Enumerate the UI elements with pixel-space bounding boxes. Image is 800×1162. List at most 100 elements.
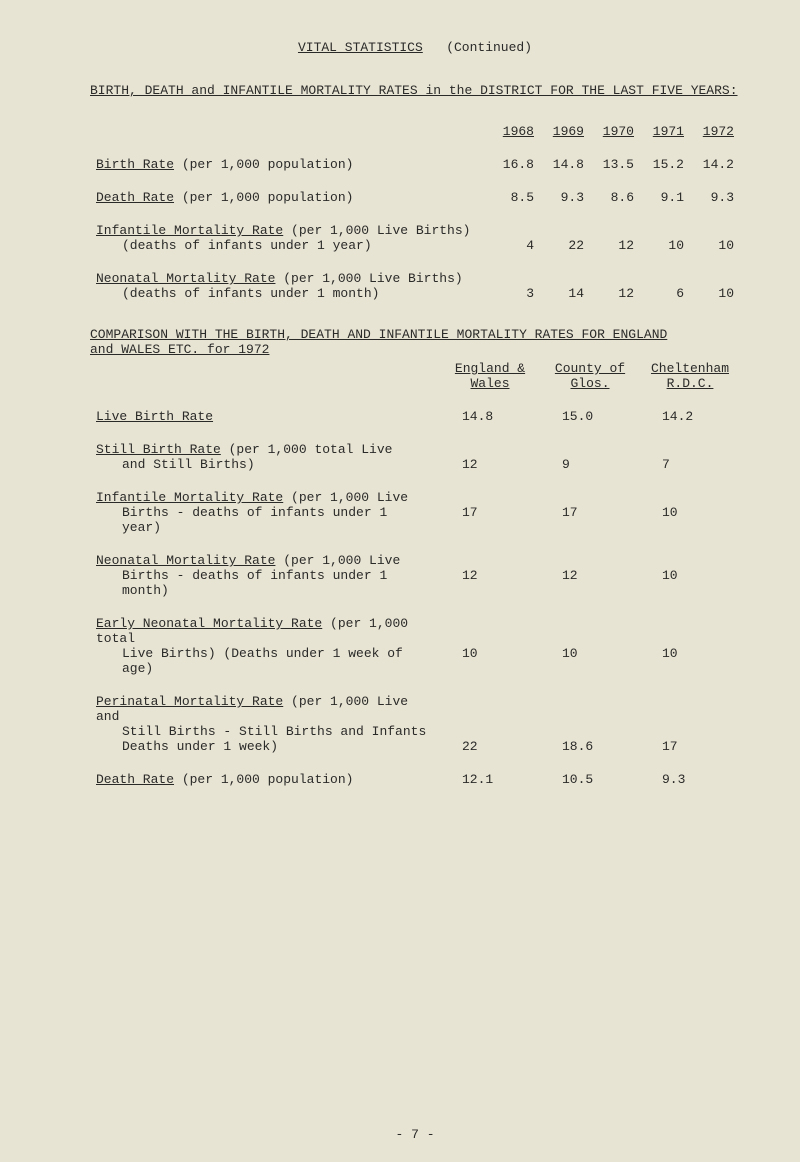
cell: 7 [640,457,740,472]
col-chelt-a: Cheltenham [651,361,729,376]
row-label-t: (per 1,000 population) [174,157,353,172]
cell: 17 [440,505,540,535]
title-continued: (Continued) [446,40,532,55]
cell: 15.2 [640,157,690,172]
row-label-t: (per 1,000 total Live [221,442,393,457]
table-row: Still Births - Still Births and Infants [90,724,740,739]
cell: 12 [590,238,640,253]
cell: 10.5 [540,772,640,787]
cell: 10 [640,505,740,535]
page-number: - 7 - [90,1127,740,1142]
row-label-u: Birth Rate [96,157,174,172]
cell: 12 [590,286,640,301]
cell: 9 [540,457,640,472]
table-row: and Still Births) 12 9 7 [90,457,740,472]
cell: 18.6 [540,739,640,754]
year-header-row: 1968 1969 1970 1971 1972 [90,124,740,139]
cell: 15.0 [540,409,640,424]
cell: 9.3 [540,190,590,205]
table-row: Perinatal Mortality Rate (per 1,000 Live… [90,694,740,724]
col-glos-a: County of [555,361,625,376]
cell: 10 [640,568,740,598]
table-row: Death Rate (per 1,000 population) 8.5 9.… [90,190,740,205]
table-row: Birth Rate (per 1,000 population) 16.8 1… [90,157,740,172]
year-1968: 1968 [503,124,534,139]
row-label-u: Early Neonatal Mortality Rate [96,616,322,631]
table-row: (deaths of infants under 1 year) 4 22 12… [90,238,740,253]
cell: 22 [540,238,590,253]
section1-heading: BIRTH, DEATH and INFANTILE MORTALITY RAT… [90,83,740,98]
row-sub: Births - deaths of infants under 1 year) [96,505,434,535]
table-row: Live Birth Rate 14.8 15.0 14.2 [90,409,740,424]
table-row: Death Rate (per 1,000 population) 12.1 1… [90,772,740,787]
row-label-t: (per 1,000 Live Births) [283,223,470,238]
row-sub: (deaths of infants under 1 month) [96,286,484,301]
cell: 12 [440,568,540,598]
table-row: Births - deaths of infants under 1 month… [90,568,740,598]
row-sub: Births - deaths of infants under 1 month… [96,568,434,598]
cell: 10 [640,646,740,676]
cell: 3 [490,286,540,301]
cell: 14.8 [440,409,540,424]
table-row: Neonatal Mortality Rate (per 1,000 Live … [90,271,740,286]
page: VITAL STATISTICS (Continued) BIRTH, DEAT… [0,0,800,1162]
row-label-u: Infantile Mortality Rate [96,223,283,238]
col-glos-b: Glos. [570,376,609,391]
table-row: Still Birth Rate (per 1,000 total Live [90,442,740,457]
cell: 4 [490,238,540,253]
row-label-u: Infantile Mortality Rate [96,490,283,505]
cell: 10 [640,238,690,253]
cell: 13.5 [590,157,640,172]
table-row: Early Neonatal Mortality Rate (per 1,000… [90,616,740,646]
year-1969: 1969 [553,124,584,139]
cell: 14 [540,286,590,301]
row-label-t: (per 1,000 population) [174,190,353,205]
cell: 10 [440,646,540,676]
year-1970: 1970 [603,124,634,139]
section2-heading-b: and WALES ETC. for 1972 [90,342,740,357]
cell: 14.8 [540,157,590,172]
cell: 16.8 [490,157,540,172]
row-label-u: Death Rate [96,190,174,205]
row-sub2: Deaths under 1 week) [96,739,434,754]
cell: 9.3 [690,190,740,205]
page-title: VITAL STATISTICS (Continued) [90,40,740,55]
title-main: VITAL STATISTICS [298,40,423,55]
cell: 10 [540,646,640,676]
row-label-u: Neonatal Mortality Rate [96,271,275,286]
table-row: Infantile Mortality Rate (per 1,000 Live [90,490,740,505]
cell: 14.2 [640,409,740,424]
table-row: Live Births) (Deaths under 1 week of age… [90,646,740,676]
row-label-t: (per 1,000 population) [174,772,353,787]
row-label-u: Death Rate [96,772,174,787]
cell: 8.6 [590,190,640,205]
col-eng-a: England & [455,361,525,376]
col-eng-b: Wales [470,376,509,391]
cell: 12 [540,568,640,598]
cell: 17 [640,739,740,754]
cell: 22 [440,739,540,754]
cell: 6 [640,286,690,301]
row-label-t: (per 1,000 Live Births) [275,271,462,286]
year-1972: 1972 [703,124,734,139]
row-label-t: (per 1,000 Live [275,553,400,568]
cell: 12.1 [440,772,540,787]
table-row: Deaths under 1 week) 22 18.6 17 [90,739,740,754]
cell: 10 [690,286,740,301]
cell: 9.3 [640,772,740,787]
row-label-u: Perinatal Mortality Rate [96,694,283,709]
year-1971: 1971 [653,124,684,139]
table-five-years: 1968 1969 1970 1971 1972 Birth Rate (per… [90,124,740,301]
table-row: Neonatal Mortality Rate (per 1,000 Live [90,553,740,568]
cell: 14.2 [690,157,740,172]
row-sub: Live Births) (Deaths under 1 week of age… [96,646,434,676]
row-label-t: (per 1,000 Live [283,490,408,505]
table-row: (deaths of infants under 1 month) 3 14 1… [90,286,740,301]
cell: 10 [690,238,740,253]
cell: 8.5 [490,190,540,205]
col-chelt-b: R.D.C. [667,376,714,391]
row-sub: and Still Births) [96,457,434,472]
cell: 9.1 [640,190,690,205]
row-label-u: Live Birth Rate [96,409,213,424]
cell: 17 [540,505,640,535]
